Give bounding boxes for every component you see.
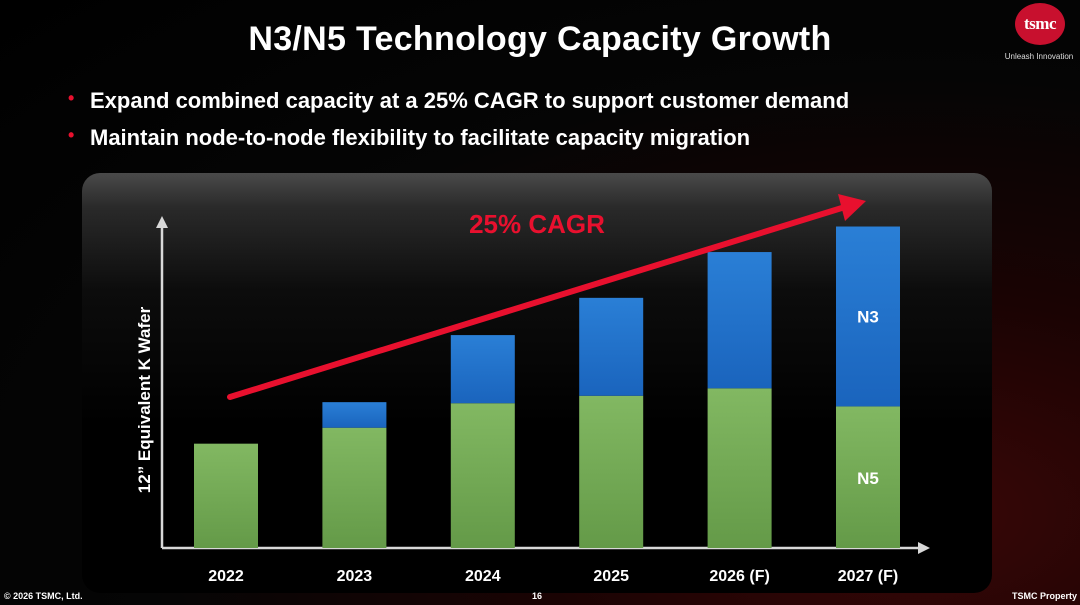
chart-axes: 12” Equivalent K Wafer bbox=[135, 216, 930, 554]
x-tick-label: 2025 bbox=[593, 568, 629, 585]
cagr-arrow-line bbox=[227, 204, 848, 400]
cagr-arrow: 25% CAGR bbox=[227, 194, 866, 400]
x-tick-label: 2022 bbox=[208, 568, 244, 585]
series-label-n3: N3 bbox=[857, 307, 879, 326]
bar-n5 bbox=[194, 443, 258, 548]
chart-labels: 2022 2023 2024 2025 2026 (F) 2027 (F) N5 N3 bbox=[208, 307, 898, 585]
chart-bars bbox=[194, 226, 900, 548]
bar-n3 bbox=[450, 335, 515, 404]
tsmc-logo: tsmc bbox=[1015, 3, 1065, 45]
x-tick-label: 2026 (F) bbox=[709, 568, 769, 585]
bullet-dot-icon: • bbox=[68, 125, 75, 145]
slide-title: N3/N5 Technology Capacity Growth bbox=[248, 20, 832, 58]
bar-n3 bbox=[836, 226, 900, 407]
bar-n3 bbox=[707, 252, 772, 389]
y-axis-arrow-icon bbox=[156, 216, 168, 228]
footer-property: TSMC Property bbox=[1012, 591, 1078, 601]
x-tick-label: 2024 bbox=[465, 568, 501, 585]
bar-n5 bbox=[579, 395, 644, 548]
x-tick-label: 2023 bbox=[337, 568, 373, 585]
footer-page-number: 16 bbox=[532, 591, 543, 601]
bar-n5 bbox=[450, 403, 515, 548]
footer-copyright: © 2026 TSMC, Ltd. bbox=[4, 591, 83, 601]
bar-n5 bbox=[707, 388, 772, 548]
cagr-annotation: 25% CAGR bbox=[469, 209, 605, 239]
bullet-dot-icon: • bbox=[68, 88, 75, 108]
bar-n3 bbox=[579, 297, 644, 396]
bullet-text: Expand combined capacity at a 25% CAGR t… bbox=[90, 88, 850, 113]
bar-n5 bbox=[322, 427, 387, 548]
logo-tagline: Unleash Innovation bbox=[1004, 52, 1074, 61]
y-axis-label: 12” Equivalent K Wafer bbox=[135, 306, 154, 493]
x-axis-arrow-icon bbox=[918, 542, 930, 554]
cagr-arrowhead-icon bbox=[838, 194, 866, 221]
logo-text: tsmc bbox=[1024, 14, 1056, 33]
bar-n3 bbox=[322, 402, 387, 428]
bullet-text: Maintain node-to-node flexibility to fac… bbox=[90, 125, 751, 150]
x-tick-label: 2027 (F) bbox=[838, 568, 898, 585]
bar-n5 bbox=[836, 406, 900, 548]
series-label-n5: N5 bbox=[857, 469, 879, 488]
